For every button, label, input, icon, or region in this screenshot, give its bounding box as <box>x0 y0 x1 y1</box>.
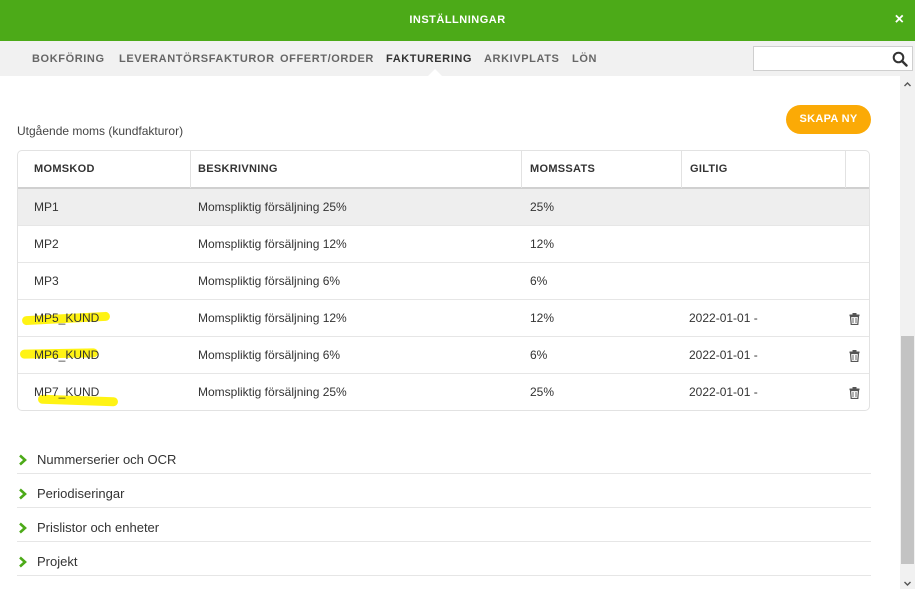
chevron-right-icon <box>19 556 27 568</box>
table-row[interactable]: MP5_KUND Momspliktig försäljning 12% 12%… <box>18 300 869 337</box>
vat-rate: 25% <box>530 385 555 399</box>
vat-code: MP3 <box>34 274 59 288</box>
vat-description: Momspliktig försäljning 12% <box>198 311 347 325</box>
table-row[interactable]: MP6_KUND Momspliktig försäljning 6% 6% 2… <box>18 337 869 374</box>
tab-bokforing[interactable]: BOKFÖRING <box>32 53 105 65</box>
scroll-up-icon[interactable] <box>903 80 912 89</box>
collapsible-label: Projekt <box>37 554 78 569</box>
table-header: MOMSKOD BESKRIVNING MOMSSATS GILTIG <box>18 151 869 189</box>
active-tab-indicator <box>428 69 442 76</box>
vat-rate: 6% <box>530 274 548 288</box>
table-row[interactable]: MP1 Momspliktig försäljning 25% 25% <box>18 189 869 226</box>
vat-rate: 25% <box>530 200 555 214</box>
collapsible-nummerserier[interactable]: Nummerserier och OCR <box>17 446 871 474</box>
column-divider <box>681 151 682 188</box>
search-box <box>753 46 913 71</box>
column-divider <box>521 151 522 188</box>
column-header-momssats[interactable]: MOMSSATS <box>530 163 596 175</box>
table-row[interactable]: MP3 Momspliktig försäljning 6% 6% <box>18 263 869 300</box>
vat-code: MP6_KUND <box>34 348 100 362</box>
collapsible-label: Periodiseringar <box>37 486 125 501</box>
trash-icon[interactable] <box>849 387 860 399</box>
trash-icon[interactable] <box>849 350 860 362</box>
column-header-momskod[interactable]: MOMSKOD <box>34 163 95 175</box>
tab-lon[interactable]: LÖN <box>572 53 598 65</box>
search-input[interactable] <box>754 47 888 70</box>
close-icon[interactable]: × <box>894 11 904 28</box>
tab-leverantorsfakturor[interactable]: LEVERANTÖRSFAKTUROR <box>119 53 275 65</box>
vat-code: MP1 <box>34 200 59 214</box>
vat-valid: 2022-01-01 - <box>689 385 758 399</box>
column-divider <box>845 151 846 188</box>
column-header-giltig[interactable]: GILTIG <box>690 163 728 175</box>
collapsible-periodiseringar[interactable]: Periodiseringar <box>17 480 871 508</box>
window-title: INSTÄLLNINGAR <box>409 14 506 26</box>
chevron-right-icon <box>19 454 27 466</box>
scrollbar-thumb[interactable] <box>901 336 914 564</box>
title-bar: INSTÄLLNINGAR × <box>0 0 915 41</box>
vat-rate: 12% <box>530 237 555 251</box>
create-new-button[interactable]: SKAPA NY <box>786 105 871 134</box>
tab-arkivplats[interactable]: ARKIVPLATS <box>484 53 560 65</box>
collapsible-label: Nummerserier och OCR <box>37 452 177 467</box>
vat-rate: 6% <box>530 348 548 362</box>
vat-code-table: MOMSKOD BESKRIVNING MOMSSATS GILTIG MP1 … <box>17 150 870 411</box>
collapsible-label: Prislistor och enheter <box>37 520 160 535</box>
vat-code: MP7_KUND <box>34 385 100 399</box>
vat-description: Momspliktig försäljning 25% <box>198 200 347 214</box>
search-icon[interactable] <box>892 51 908 67</box>
scrollbar[interactable] <box>900 76 915 589</box>
vat-code: MP2 <box>34 237 59 251</box>
collapsible-projekt[interactable]: Projekt <box>17 548 871 576</box>
vat-description: Momspliktig försäljning 12% <box>198 237 347 251</box>
vat-description: Momspliktig försäljning 6% <box>198 274 341 288</box>
vat-description: Momspliktig försäljning 25% <box>198 385 347 399</box>
table-row[interactable]: MP2 Momspliktig försäljning 12% 12% <box>18 226 869 263</box>
chevron-right-icon <box>19 522 27 534</box>
chevron-right-icon <box>19 488 27 500</box>
collapsible-prislistor[interactable]: Prislistor och enheter <box>17 514 871 542</box>
section-title: Utgående moms (kundfakturor) <box>17 124 184 138</box>
trash-icon[interactable] <box>849 313 860 325</box>
column-divider <box>190 151 191 188</box>
column-header-beskrivning[interactable]: BESKRIVNING <box>198 163 278 175</box>
vat-description: Momspliktig försäljning 6% <box>198 348 341 362</box>
vat-rate: 12% <box>530 311 555 325</box>
tab-fakturering[interactable]: FAKTURERING <box>386 53 473 65</box>
scroll-down-icon[interactable] <box>903 579 912 588</box>
vat-valid: 2022-01-01 - <box>689 348 758 362</box>
table-row[interactable]: MP7_KUND Momspliktig försäljning 25% 25%… <box>18 374 869 410</box>
vat-valid: 2022-01-01 - <box>689 311 758 325</box>
vat-code: MP5_KUND <box>34 311 100 325</box>
tab-offert-order[interactable]: OFFERT/ORDER <box>280 53 374 65</box>
